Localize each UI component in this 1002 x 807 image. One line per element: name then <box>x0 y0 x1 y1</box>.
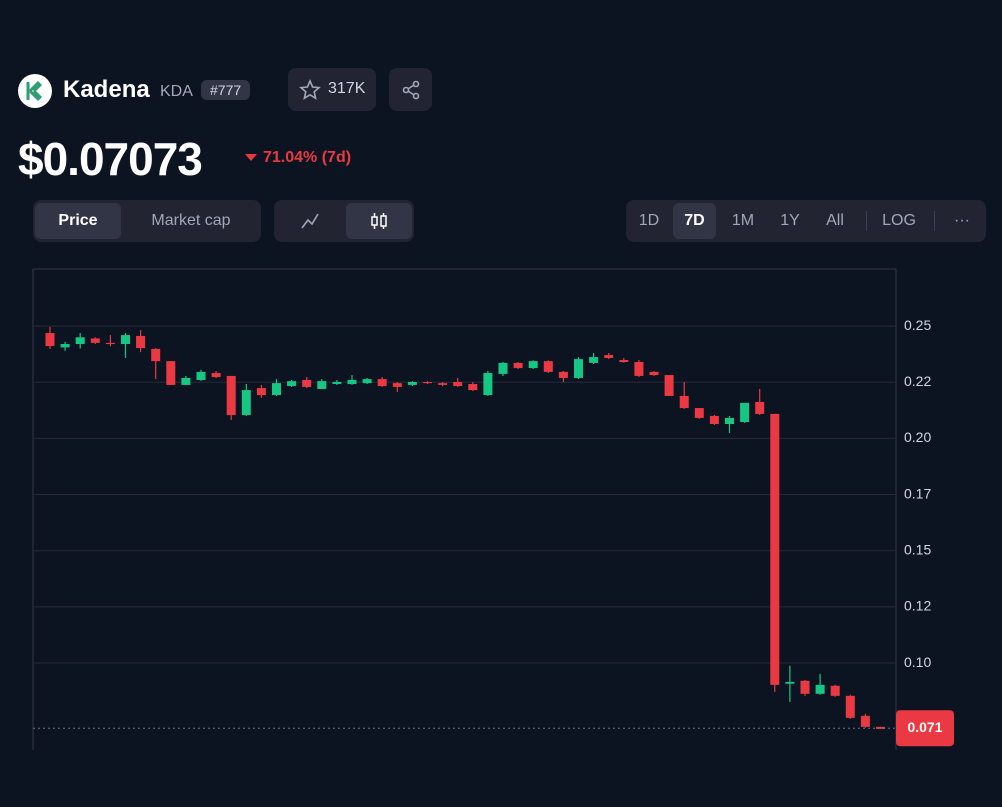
candle-body <box>317 381 327 389</box>
candle-body <box>121 335 130 345</box>
candle-body <box>151 348 161 362</box>
share-button[interactable] <box>389 68 432 111</box>
candle-body <box>347 379 357 385</box>
candle-body <box>528 361 538 369</box>
share-icon <box>402 80 420 100</box>
candle-body <box>679 395 689 409</box>
candle-body <box>830 685 840 696</box>
candle-body <box>574 359 583 378</box>
range-tabs: 1D 7D 1M 1Y All LOG ··· <box>626 200 986 242</box>
candle-body <box>860 715 870 727</box>
divider <box>866 211 867 231</box>
candle-body <box>815 684 825 694</box>
candle-body <box>740 402 750 422</box>
watchlist-button[interactable]: 317K <box>288 68 376 111</box>
tab[interactable]: All <box>826 212 844 229</box>
tab[interactable]: 1Y <box>780 212 800 229</box>
tab[interactable]: 1D <box>638 212 660 229</box>
candle-body <box>272 383 281 396</box>
candle-body <box>75 337 85 345</box>
rank-badge: #777 <box>201 80 251 100</box>
candle-body <box>558 371 568 378</box>
candle-body <box>543 361 553 372</box>
candle-body <box>166 361 176 385</box>
candle-body <box>211 373 221 378</box>
candle-body <box>634 362 644 376</box>
candle-body <box>45 333 55 347</box>
candle-body <box>845 695 855 718</box>
y-tick-label: 0.25 <box>904 317 931 333</box>
candle-body <box>513 362 523 369</box>
tab[interactable]: Price <box>35 203 121 239</box>
candle-body <box>498 362 508 374</box>
candle-body <box>377 379 387 387</box>
candle-body <box>362 379 372 384</box>
candle-body <box>604 355 614 358</box>
chart-style-tabs <box>274 200 414 242</box>
candle-body <box>649 371 659 376</box>
candle-body <box>619 359 629 363</box>
candle-body <box>241 390 251 416</box>
candle-body <box>453 382 463 387</box>
candle-body <box>664 375 674 396</box>
coin-name: Kadena <box>63 76 150 103</box>
tab[interactable]: Market cap <box>151 212 231 229</box>
last-price-badge <box>896 710 954 747</box>
price-change: 71.04% (7d) <box>263 149 352 166</box>
y-tick-label: 0.15 <box>904 541 931 557</box>
watchlist-count: 317K <box>328 80 366 97</box>
candle-body <box>589 357 599 363</box>
tab[interactable]: 7D <box>673 203 716 239</box>
divider <box>934 211 935 231</box>
candle-body <box>392 383 402 387</box>
metric-tabs: Price Market cap <box>33 200 261 242</box>
candle-body <box>90 338 100 343</box>
star-icon <box>299 79 321 100</box>
coin-symbol: KDA <box>160 83 193 100</box>
candle-body <box>105 342 115 345</box>
y-tick-label: 0.17 <box>904 485 931 501</box>
y-tick-label: 0.22 <box>904 373 931 389</box>
y-tick-label: 0.10 <box>904 654 931 670</box>
candle-body <box>709 415 719 425</box>
candle-body <box>423 382 432 384</box>
candle-body <box>407 382 417 385</box>
candle-body <box>468 384 478 391</box>
down-arrow <box>245 154 257 161</box>
candle-body <box>876 726 885 729</box>
tab[interactable]: LOG <box>882 212 916 229</box>
candle-body <box>785 681 795 684</box>
last-price-label: 0.071 <box>907 719 942 735</box>
line-icon <box>301 213 319 229</box>
candle-body <box>438 383 448 385</box>
candle-body <box>136 335 146 349</box>
candle-body <box>483 373 493 396</box>
candle-tab[interactable] <box>346 203 412 239</box>
candle-body <box>332 382 342 385</box>
candle-body <box>770 413 780 685</box>
candle-icon <box>371 213 387 229</box>
tab[interactable]: 1M <box>731 212 755 229</box>
price: $0.07073 <box>18 133 203 185</box>
candle-body <box>226 375 236 416</box>
y-tick-label: 0.12 <box>904 598 931 614</box>
candle-body <box>60 344 70 348</box>
candle-body <box>800 680 810 694</box>
candle-body <box>725 417 734 425</box>
candle-body <box>287 381 297 387</box>
candle-body <box>181 377 191 385</box>
candle-body <box>755 401 765 414</box>
line-tab[interactable] <box>277 203 343 239</box>
candle-body <box>256 388 266 396</box>
candle-body <box>302 379 312 387</box>
tab[interactable]: ··· <box>954 212 970 229</box>
candle-body <box>694 408 704 418</box>
logo <box>18 74 52 108</box>
candle-body <box>196 371 206 380</box>
y-tick-label: 0.20 <box>904 429 931 445</box>
